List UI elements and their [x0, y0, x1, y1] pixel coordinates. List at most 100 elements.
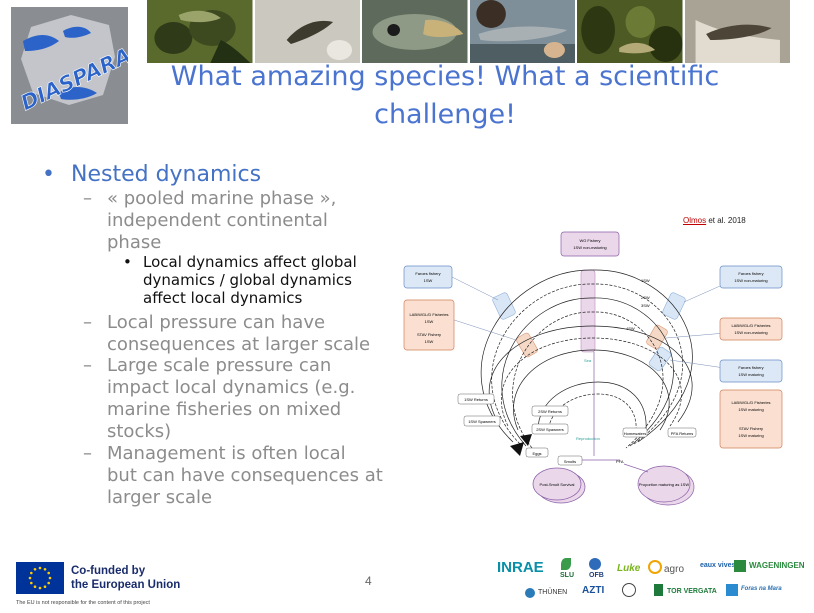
box-ns-right: LAB/WGL/D Fisheries 1SW maturing STAV Fi…	[719, 389, 783, 449]
arc-label-sw3: 3SW	[641, 303, 650, 308]
logo-graphic: DIASPARA	[11, 7, 128, 124]
band-right-3	[648, 346, 672, 372]
box-lab-left: LAB/WGL/D Fisheries 1SW STAV Fishery 1SW	[403, 299, 455, 351]
eu-disclaimer: The EU is not responsible for the conten…	[16, 600, 150, 606]
citation-rest: et al. 2018	[706, 216, 746, 225]
label-sea: Sea	[584, 358, 592, 363]
pathway-lines	[582, 352, 620, 461]
partner-ofb: OFB	[589, 572, 604, 579]
wageningen-icon	[734, 560, 746, 572]
arc-6	[501, 337, 682, 427]
fish-photo-6	[684, 0, 790, 63]
label-smolts: Smolts	[564, 459, 576, 464]
box-lab-left2-label: STAV Fishery	[417, 332, 441, 337]
box-lab-right-sub: 1SW non-maturing	[734, 330, 767, 335]
link-proportion	[623, 463, 649, 473]
fish-photo-2	[254, 0, 360, 63]
sub-bullet-3-line-4: stocks)	[107, 421, 172, 442]
band-right-2	[646, 324, 668, 350]
arc-2	[491, 283, 683, 445]
box-2sw-spawn: 2SW Spawners	[536, 427, 564, 432]
sub-bullet-3-line-3: marine fisheries on mixed	[107, 399, 342, 420]
box-stav-right-sub: 1SW maturing	[738, 433, 763, 438]
stage-boxes: 1SW Returns 1SW Spawners 2SW Returns 2SW…	[457, 393, 697, 466]
partner-luke: Luke	[617, 563, 641, 574]
band-left-1	[492, 292, 516, 320]
vertical-band	[580, 269, 596, 353]
sub-bullet-4-line-1: Management is often local	[107, 443, 346, 464]
sub-sub-bullet-dot: •	[123, 253, 132, 271]
partner-azti: AZTI	[582, 585, 605, 596]
slide-title-line-2: challenge!	[374, 99, 516, 130]
box-top: WG Fishery 1SW non-maturing	[560, 231, 620, 257]
box-faroes-right-2: Faroes fishery 1SW maturing	[719, 359, 783, 383]
photo-strip	[147, 0, 790, 63]
sub-sub-bullet-line-3: affect local dynamics	[143, 289, 303, 307]
university-seal-icon	[622, 583, 636, 597]
citation-author: Olmos	[683, 216, 707, 225]
box-faroes-left: Faroes fishery 1SW	[403, 265, 453, 289]
partner-tor-vergata: TOR VERGATA	[667, 588, 717, 595]
box-1sw-return: 1SW Returns	[464, 397, 488, 402]
label-pfa: PFA	[616, 459, 624, 464]
box-1sw-spawn: 1SW Spawners	[468, 419, 496, 424]
partner-foras-na-mara: Foras na Mara	[741, 586, 782, 592]
diaspara-logo: DIASPARA	[11, 7, 128, 124]
partner-thunen: THÜNEN	[538, 589, 568, 596]
box-lab-left-label: LAB/WGL/D Fisheries	[409, 312, 448, 317]
label-eggs: Eggs	[532, 451, 541, 456]
bullet-nested-dynamics: Nested dynamics	[71, 162, 262, 187]
partner-slu: SLU	[560, 572, 574, 579]
post-smolt-survival: Post-Smolt Survival	[532, 467, 586, 504]
box-faroes-right-sub: 1SW non-maturing	[734, 278, 767, 283]
arc-label-sw4: 4SW	[626, 326, 635, 331]
box-proportion: Proportion maturing as 1SW	[639, 482, 689, 487]
eu-stars-icon	[16, 562, 64, 594]
label-pfa-returns: PFA Returns	[671, 431, 693, 436]
life-cycle-diagram: 1SW 2SW 3SW 4SW Sea WG Fishery 1SW non-m…	[403, 231, 783, 506]
cofunded-line-1: Co-funded by	[71, 565, 146, 577]
arc-5	[488, 325, 693, 423]
arrow-head-2	[520, 434, 532, 446]
sub-bullet-dash-3: –	[83, 355, 92, 376]
box-post-smolt: Post-Smolt Survival	[540, 482, 575, 487]
fish-photo-5	[577, 0, 683, 63]
torvergata-icon	[654, 584, 663, 596]
thunen-icon	[525, 588, 535, 598]
partner-eaux-vives: eaux vives	[700, 562, 736, 569]
box-faroes-right-label: Faroes fishery	[738, 271, 763, 276]
arc-label-sw1: 1SW	[641, 278, 650, 283]
ofb-circle-icon	[589, 558, 601, 570]
page-number: 4	[365, 574, 372, 588]
sub-sub-bullet-line-1: Local dynamics affect global	[143, 253, 357, 271]
bullet-dot: •	[42, 162, 55, 187]
fish-photo-1	[147, 0, 253, 63]
box-faroes-left-label: Faroes fishery	[415, 271, 440, 276]
sub-bullet-1-line-3: phase	[107, 232, 162, 253]
slide-title: What amazing species! What a scientific …	[160, 58, 730, 134]
box-top-label: WG Fishery	[579, 238, 600, 243]
arc-label-sw2: 2SW	[641, 295, 650, 300]
box-stav-right-label: STAV Fishery	[739, 426, 763, 431]
label-reproduction: Reproduction	[576, 436, 600, 441]
box-faroes-right-2-sub: 1SW maturing	[738, 372, 763, 377]
cofunded-line-2: the European Union	[71, 579, 181, 591]
label-homewaters: Homewaters	[624, 431, 646, 436]
box-faroes-right: Faroes fishery 1SW non-maturing	[719, 265, 783, 289]
box-faroes-left-sub: 1SW	[424, 278, 433, 283]
partner-agro: agro	[664, 564, 685, 575]
fish-photo-3	[362, 0, 468, 63]
slide-title-line-1: What amazing species! What a scientific	[170, 61, 720, 92]
box-2sw-return: 2SW Returns	[538, 409, 562, 414]
fish-photo-4	[469, 0, 575, 63]
box-faroes-right-2-label: Faroes fishery	[738, 365, 763, 370]
agro-circle-icon	[648, 560, 662, 574]
box-ns-right-label: LAB/WGL/D Fisheries	[731, 400, 770, 405]
box-lab-right-label: LAB/WGL/D Fisheries	[731, 323, 770, 328]
sub-bullet-dash-1: –	[83, 188, 92, 209]
arc-4	[512, 311, 664, 449]
sub-bullet-2-line-1: Local pressure can have	[107, 312, 326, 333]
sub-bullet-dash-2: –	[83, 312, 92, 333]
sub-bullet-3-line-2: impact local dynamics (e.g.	[107, 377, 356, 398]
sub-bullet-4-line-2: but can have consequences at	[107, 465, 383, 486]
